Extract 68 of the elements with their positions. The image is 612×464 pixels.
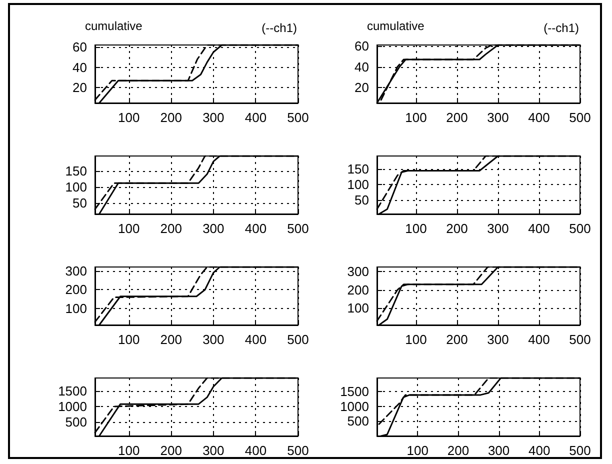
text: (--ch1) xyxy=(262,21,298,35)
y-tick-label: 200 xyxy=(65,282,87,298)
y-tick-label: 300 xyxy=(347,264,369,280)
x-tick-label: 500 xyxy=(569,443,591,458)
x-tick-label: 400 xyxy=(244,332,267,347)
x-tick-label: 100 xyxy=(405,221,427,236)
x-tick-label: 400 xyxy=(244,110,267,125)
y-tick-label: 500 xyxy=(65,414,87,430)
y-tick-label: 20 xyxy=(354,80,369,95)
x-tick-label: 100 xyxy=(118,443,140,458)
x-tick-label: 100 xyxy=(118,332,140,347)
x-tick-label: 500 xyxy=(287,221,309,236)
y-tick-label: 50 xyxy=(72,195,87,210)
x-tick-label: 500 xyxy=(569,221,591,236)
y-tick-label: 150 xyxy=(347,162,369,177)
y-tick-label: 500 xyxy=(347,414,369,429)
y-tick-label: 40 xyxy=(354,59,369,74)
x-tick-label: 300 xyxy=(487,221,509,236)
y-tick-label: 1000 xyxy=(340,398,369,414)
x-tick-label: 300 xyxy=(202,332,224,347)
x-tick-label: 400 xyxy=(528,110,550,125)
y-tick-label: 100 xyxy=(347,177,369,192)
x-tick-label: 200 xyxy=(446,110,468,125)
y-tick-label: 100 xyxy=(65,301,87,316)
x-tick-label: 400 xyxy=(528,332,550,347)
x-tick-label: 400 xyxy=(244,443,267,458)
chart-title: cumulative xyxy=(85,19,143,33)
x-tick-label: 500 xyxy=(287,332,309,347)
x-tick-label: 500 xyxy=(287,443,309,458)
x-tick-label: 200 xyxy=(160,443,182,458)
x-tick-label: 400 xyxy=(528,221,550,236)
y-tick-label: 1000 xyxy=(58,399,87,414)
x-tick-label: 200 xyxy=(446,332,468,347)
x-tick-label: 200 xyxy=(160,221,182,236)
x-tick-label: 400 xyxy=(528,443,550,458)
x-tick-label: 100 xyxy=(118,110,140,125)
x-tick-label: 300 xyxy=(202,221,224,236)
y-tick-label: 60 xyxy=(72,40,87,55)
x-tick-label: 300 xyxy=(202,443,224,458)
y-tick-label: 40 xyxy=(72,60,87,75)
y-tick-label: 1500 xyxy=(58,384,87,399)
y-tick-label: 20 xyxy=(72,80,87,96)
y-tick-label: 300 xyxy=(65,263,87,278)
y-tick-label: 100 xyxy=(347,300,369,316)
x-tick-label: 200 xyxy=(160,110,182,125)
y-tick-label: 60 xyxy=(354,38,369,54)
x-tick-label: 500 xyxy=(569,110,591,125)
x-tick-label: 500 xyxy=(287,110,309,125)
y-tick-label: 50 xyxy=(354,192,369,208)
x-tick-label: 100 xyxy=(405,110,427,125)
x-tick-label: 200 xyxy=(447,443,470,458)
x-tick-label: 400 xyxy=(244,221,267,236)
x-tick-label: 300 xyxy=(202,110,224,125)
y-tick-label: 1500 xyxy=(340,384,369,399)
x-tick-label: 300 xyxy=(487,110,509,125)
x-tick-label: 100 xyxy=(406,443,428,458)
x-tick-label: 500 xyxy=(569,332,591,347)
x-tick-label: 100 xyxy=(118,221,140,236)
x-tick-label: 300 xyxy=(487,332,509,347)
text: (--ch1) xyxy=(544,21,580,35)
x-tick-label: 300 xyxy=(488,443,510,458)
x-tick-label: 200 xyxy=(446,221,468,236)
chart-title: cumulative xyxy=(367,19,425,33)
y-tick-label: 100 xyxy=(65,179,87,194)
y-tick-label: 200 xyxy=(347,282,369,298)
x-tick-label: 100 xyxy=(405,332,427,347)
y-tick-label: 150 xyxy=(65,163,87,178)
x-tick-label: 200 xyxy=(160,332,182,347)
